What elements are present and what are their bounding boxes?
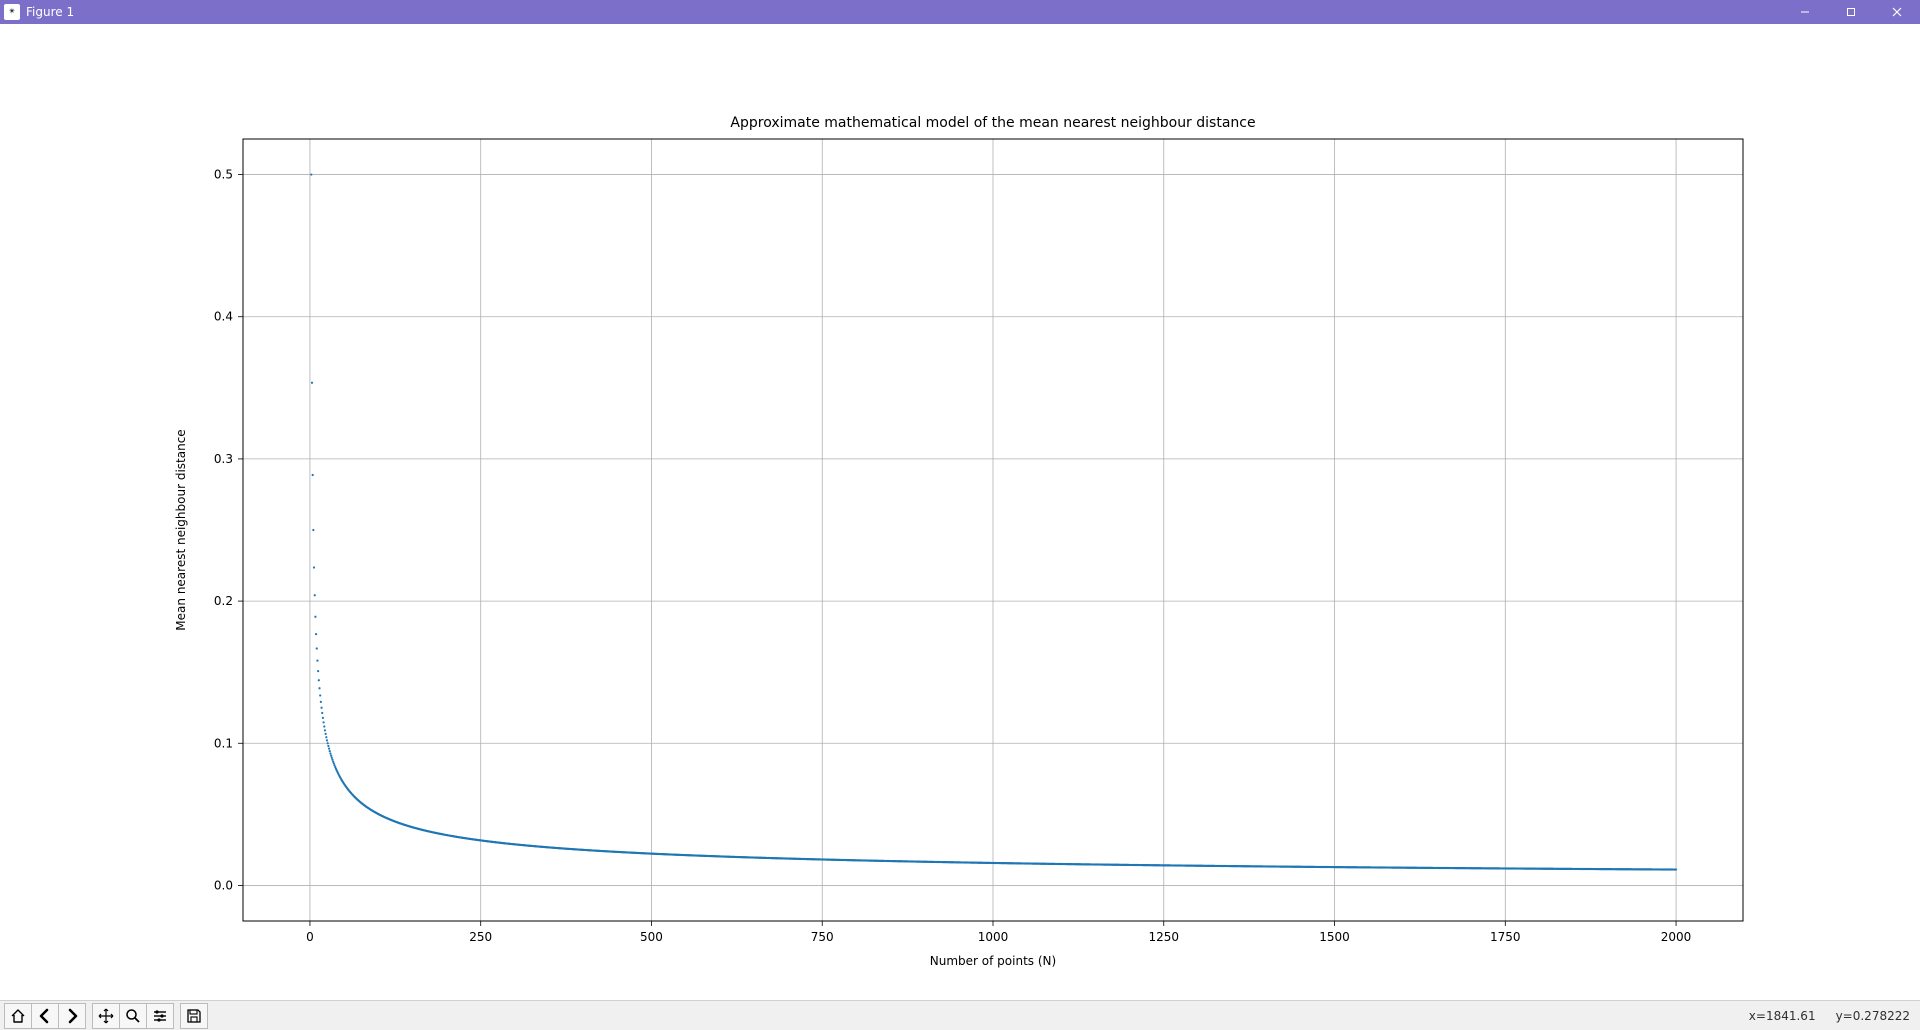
window-titlebar: ✴ Figure 1 xyxy=(0,0,1920,24)
status-x: x=1841.61 xyxy=(1749,1009,1816,1023)
pan-button[interactable] xyxy=(92,1003,120,1029)
window-title: Figure 1 xyxy=(26,5,74,19)
svg-text:1500: 1500 xyxy=(1319,930,1350,944)
svg-text:500: 500 xyxy=(640,930,663,944)
subplots-icon xyxy=(152,1008,168,1024)
svg-text:0.4: 0.4 xyxy=(214,310,233,324)
minimize-icon xyxy=(1800,7,1810,17)
svg-text:0.5: 0.5 xyxy=(214,168,233,182)
svg-text:1750: 1750 xyxy=(1490,930,1521,944)
svg-text:0: 0 xyxy=(306,930,314,944)
svg-text:0.1: 0.1 xyxy=(214,736,233,750)
zoom-icon xyxy=(125,1008,141,1024)
svg-text:Number of points (N): Number of points (N) xyxy=(930,954,1056,968)
close-button[interactable] xyxy=(1874,0,1920,24)
svg-text:0.3: 0.3 xyxy=(214,452,233,466)
minimize-button[interactable] xyxy=(1782,0,1828,24)
save-button[interactable] xyxy=(180,1003,208,1029)
svg-text:Mean nearest neighbour distanc: Mean nearest neighbour distance xyxy=(174,429,188,630)
back-icon xyxy=(37,1008,53,1024)
subplots-button[interactable] xyxy=(146,1003,174,1029)
app-icon: ✴ xyxy=(4,4,20,20)
svg-text:1250: 1250 xyxy=(1148,930,1179,944)
forward-icon xyxy=(64,1008,80,1024)
svg-text:1000: 1000 xyxy=(978,930,1009,944)
zoom-button[interactable] xyxy=(119,1003,147,1029)
save-icon xyxy=(186,1008,202,1024)
svg-text:Approximate mathematical model: Approximate mathematical model of the me… xyxy=(730,115,1255,131)
close-icon xyxy=(1892,7,1902,17)
back-button[interactable] xyxy=(31,1003,59,1029)
app-icon-glyph: ✴ xyxy=(8,7,16,17)
svg-text:0.2: 0.2 xyxy=(214,594,233,608)
svg-text:250: 250 xyxy=(469,930,492,944)
plot-svg: 0 250 500 750 1000 1250 1500 1750 2000 0.0 0.1 0.2 0… xyxy=(0,24,1920,1000)
window-controls xyxy=(1782,0,1920,24)
status-y: y=0.278222 xyxy=(1836,1009,1910,1023)
home-button[interactable] xyxy=(4,1003,32,1029)
cursor-status: x=1841.61 y=0.278222 xyxy=(1749,1001,1910,1030)
svg-text:0.0: 0.0 xyxy=(214,878,233,892)
home-icon xyxy=(10,1008,26,1024)
pan-icon xyxy=(98,1008,114,1024)
maximize-button[interactable] xyxy=(1828,0,1874,24)
forward-button[interactable] xyxy=(58,1003,86,1029)
svg-text:750: 750 xyxy=(811,930,834,944)
matplotlib-toolbar: x=1841.61 y=0.278222 xyxy=(0,1000,1920,1030)
maximize-icon xyxy=(1846,7,1856,17)
svg-text:2000: 2000 xyxy=(1661,930,1692,944)
figure-canvas[interactable]: 0 250 500 750 1000 1250 1500 1750 2000 0.0 0.1 0.2 0… xyxy=(0,24,1920,1000)
